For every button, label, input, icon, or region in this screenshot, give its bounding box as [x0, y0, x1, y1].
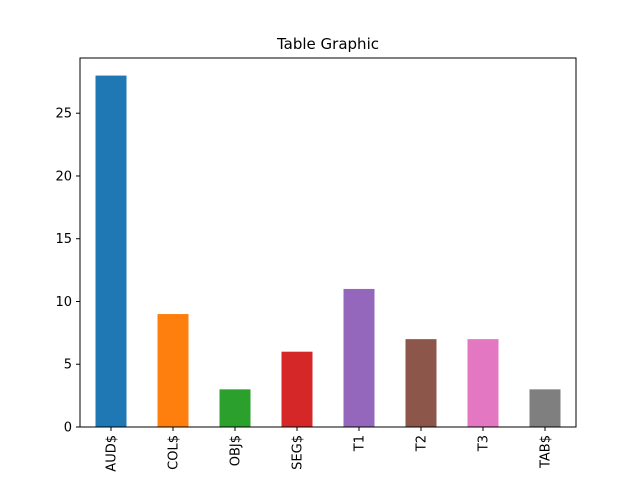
y-tick-label: 0 [64, 421, 72, 436]
y-tick-label: 10 [55, 295, 72, 310]
bar-aud [95, 75, 127, 427]
bar-tab [529, 389, 561, 427]
bar-seg [281, 351, 313, 427]
y-tick-label: 20 [55, 169, 72, 184]
x-tick-label: COL$ [167, 435, 182, 470]
x-tick-label: T2 [415, 435, 430, 452]
x-tick-label: AUD$ [105, 435, 120, 472]
y-tick-label: 25 [55, 107, 72, 122]
x-tick-label: OBJ$ [229, 435, 244, 466]
bar-col [157, 314, 189, 427]
bar-t1 [343, 288, 375, 427]
plot-frame [79, 57, 577, 428]
chart-title: Table Graphic [276, 35, 379, 53]
x-tick-label: T3 [477, 435, 492, 452]
bar-obj [219, 389, 251, 427]
x-tick-label: T1 [353, 435, 368, 452]
y-axis: 0 5 10 15 20 25 [55, 107, 80, 436]
y-tick-label: 15 [55, 232, 72, 247]
x-tick-label: TAB$ [539, 435, 554, 469]
bar-t3 [467, 339, 499, 427]
bars-layer [95, 75, 561, 427]
x-tick-label: SEG$ [291, 435, 306, 470]
x-axis: AUD$ COL$ OBJ$ SEG$ T1 T2 T3 TAB$ [105, 427, 554, 472]
y-tick-label: 5 [64, 358, 72, 373]
bar-t2 [405, 339, 437, 427]
